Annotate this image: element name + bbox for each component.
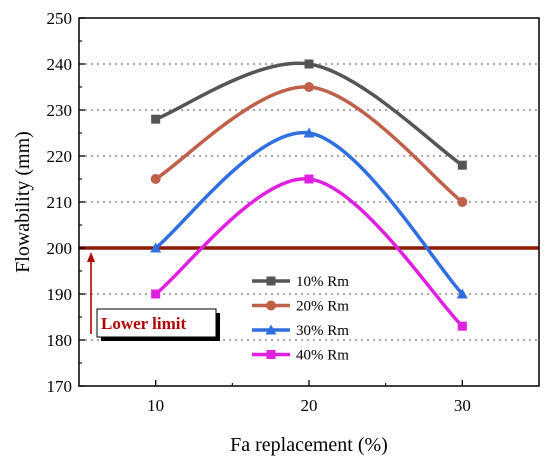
x-axis-label: Fa replacement (%)	[230, 434, 388, 456]
lower-limit-annotation: Lower limit	[87, 252, 220, 341]
data-point	[304, 59, 314, 69]
y-tick-label: 170	[47, 377, 73, 396]
series-group	[150, 59, 468, 331]
data-point	[150, 242, 162, 253]
y-tick-label: 240	[47, 55, 73, 74]
legend-label: 10% Rm	[296, 274, 349, 290]
y-tick-label: 200	[47, 239, 73, 258]
data-point	[457, 321, 467, 331]
y-tick-label: 220	[47, 147, 73, 166]
data-point	[303, 127, 315, 138]
data-point	[304, 174, 314, 184]
series-line	[154, 85, 464, 204]
data-point	[150, 174, 161, 184]
legend-marker	[266, 276, 276, 286]
x-tick-label: 30	[454, 396, 471, 415]
data-point	[456, 288, 468, 299]
lower-limit-box	[96, 308, 217, 338]
lower-limit-arrowhead	[87, 252, 95, 262]
data-point	[457, 197, 468, 207]
y-tick-label: 250	[47, 9, 73, 28]
data-point	[457, 160, 467, 170]
legend-label: 20% Rm	[296, 299, 349, 315]
y-tick-label: 190	[47, 285, 73, 304]
data-point	[151, 289, 161, 299]
series-line	[155, 61, 464, 167]
axis-ticks: 170 180 190 200 210 220 230 240 250 10 20 30	[47, 9, 471, 415]
legend-marker	[265, 324, 277, 335]
legend-label: 40% Rm	[296, 348, 349, 364]
lower-limit-label: Lower limit	[101, 314, 186, 333]
y-tick-label: 210	[47, 193, 73, 212]
data-point	[304, 82, 314, 92]
y-axis-label: Flowability (mm)	[12, 131, 34, 273]
x-tick-label: 20	[301, 396, 318, 415]
legend-label: 30% Rm	[296, 323, 349, 339]
legend-marker	[266, 350, 276, 359]
y-tick-label: 180	[47, 331, 73, 350]
legend-marker	[266, 300, 276, 311]
y-tick-label: 230	[47, 101, 73, 120]
data-point	[151, 114, 161, 124]
x-tick-label: 10	[147, 396, 164, 415]
legend: 10% Rm 20% Rm 30% Rm 40% Rm	[252, 274, 349, 364]
